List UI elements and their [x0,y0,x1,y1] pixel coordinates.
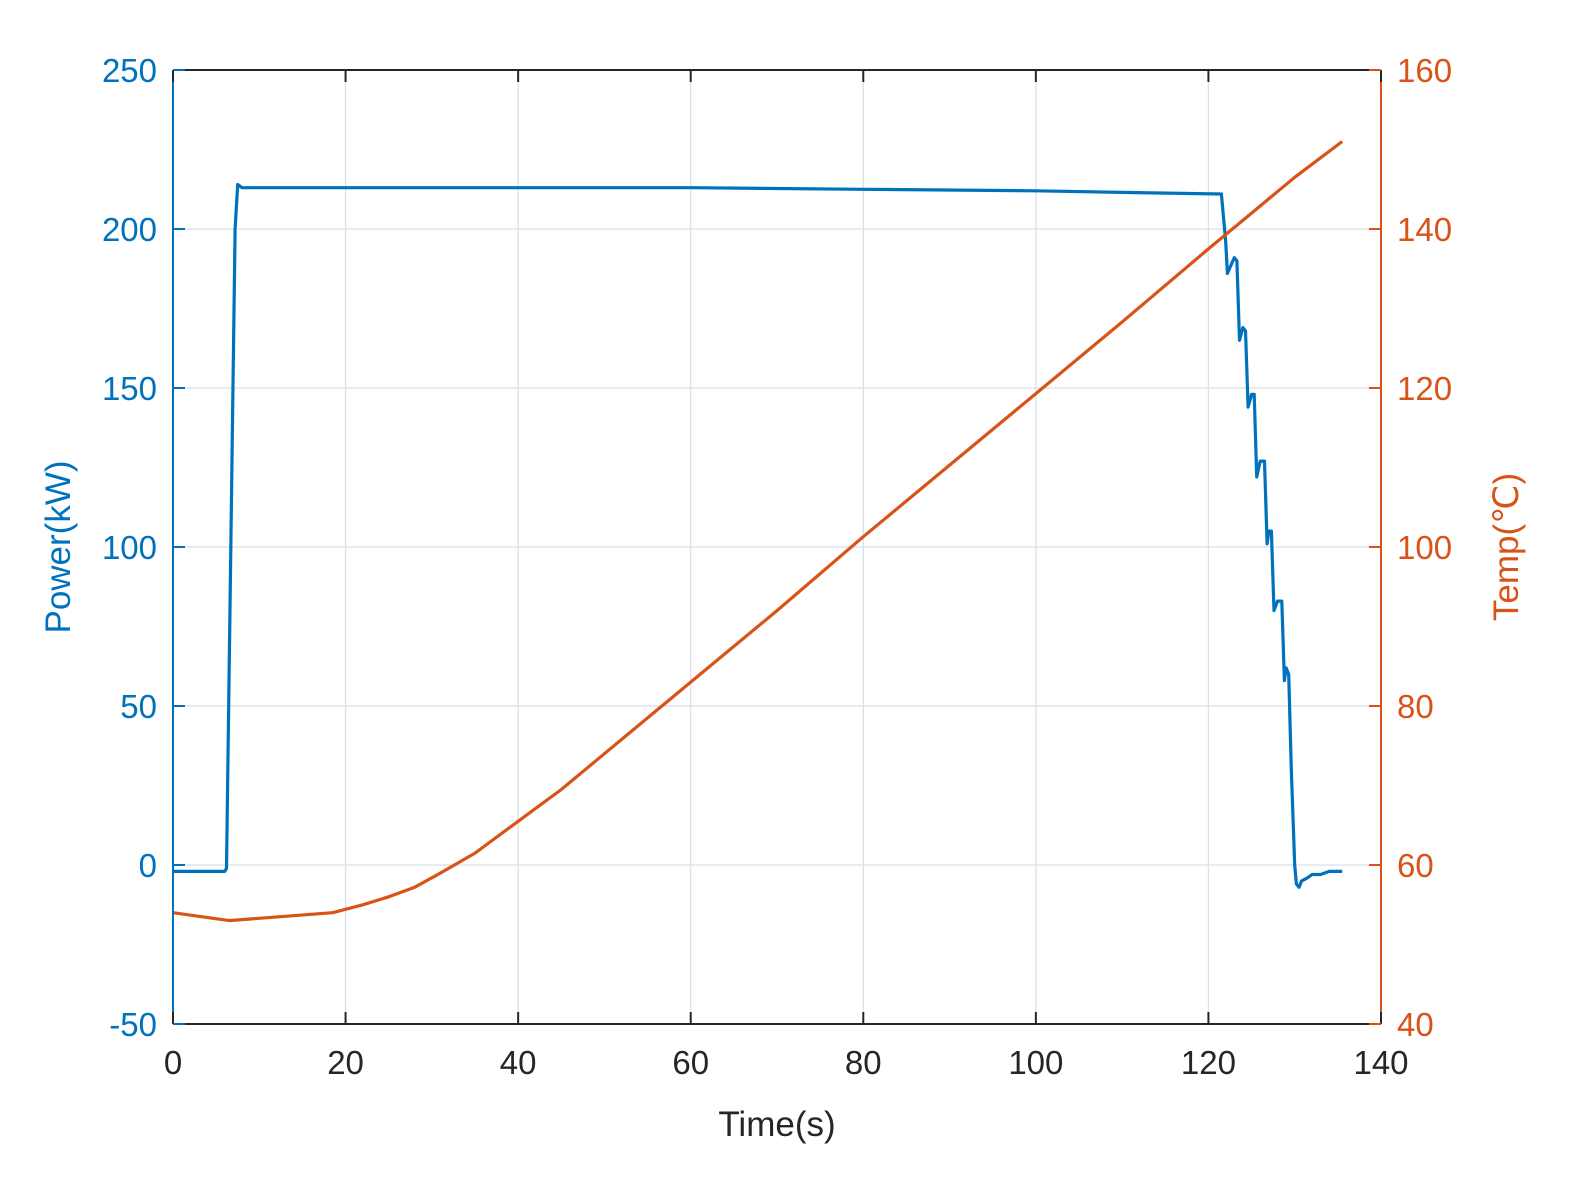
x-tick-label: 140 [1353,1044,1408,1081]
grid [173,70,1381,1024]
x-axis-title: Time(s) [718,1105,835,1144]
x-tick-label: 100 [1008,1044,1063,1081]
y-right-tick-label: 80 [1397,688,1434,725]
y-left-tick-label: 100 [102,529,157,566]
y-right-axis-title: Temp(℃) [1487,473,1526,621]
y-right-tick-label: 160 [1397,52,1452,89]
x-tick-label: 0 [164,1044,182,1081]
series-group [172,140,1344,923]
axes [172,69,1382,1025]
y-right-tick-label: 120 [1397,370,1452,407]
y-right-tick-label: 100 [1397,529,1452,566]
y-left-tick-label: 200 [102,211,157,248]
y-left-tick-label: -50 [109,1006,157,1043]
y-left-tick-label: 0 [139,847,157,884]
y-left-tick-label: 50 [120,688,157,725]
x-tick-label: 20 [327,1044,364,1081]
y-left-tick-label: 150 [102,370,157,407]
temp-series-line [172,140,1344,923]
y-right-tick-label: 40 [1397,1006,1434,1043]
y-left-tick-label: 250 [102,52,157,89]
x-tick-label: 60 [672,1044,709,1081]
tick-labels: 0 20 40 60 80 100 120 140-500501001502002504060… [102,52,1452,1081]
y-right-tick-label: 140 [1397,211,1452,248]
x-tick-label: 120 [1181,1044,1236,1081]
y-right-tick-label: 60 [1397,847,1434,884]
x-tick-label: 80 [845,1044,882,1081]
y-left-axis-title: Power(kW) [39,460,78,633]
x-tick-label: 40 [500,1044,537,1081]
power-series-line [173,182,1343,889]
